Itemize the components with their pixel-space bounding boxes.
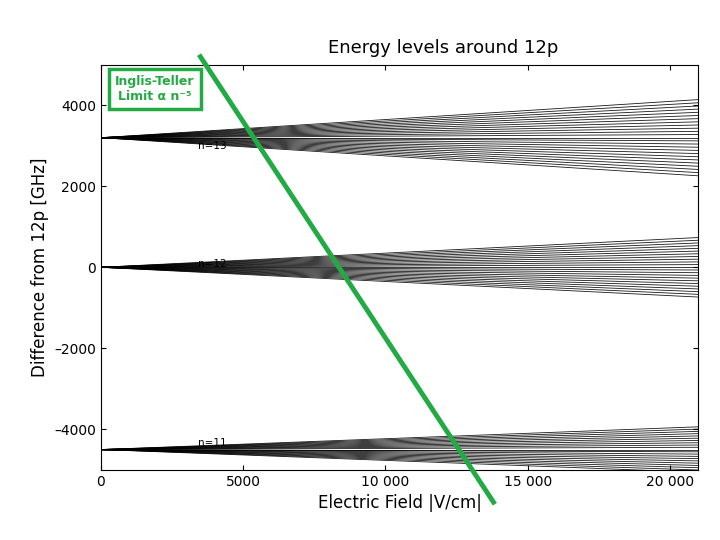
Text: Energy levels around 12p: Energy levels around 12p <box>328 39 558 57</box>
Text: n=12: n=12 <box>197 259 226 269</box>
Y-axis label: Difference from 12p [GHz]: Difference from 12p [GHz] <box>30 158 48 377</box>
Text: n=13: n=13 <box>197 141 226 151</box>
Text: Inglis-Teller
Limit α n⁻⁵: Inglis-Teller Limit α n⁻⁵ <box>115 75 194 103</box>
Text: n=11: n=11 <box>197 438 226 449</box>
X-axis label: Electric Field |V/cm|: Electric Field |V/cm| <box>318 494 482 512</box>
